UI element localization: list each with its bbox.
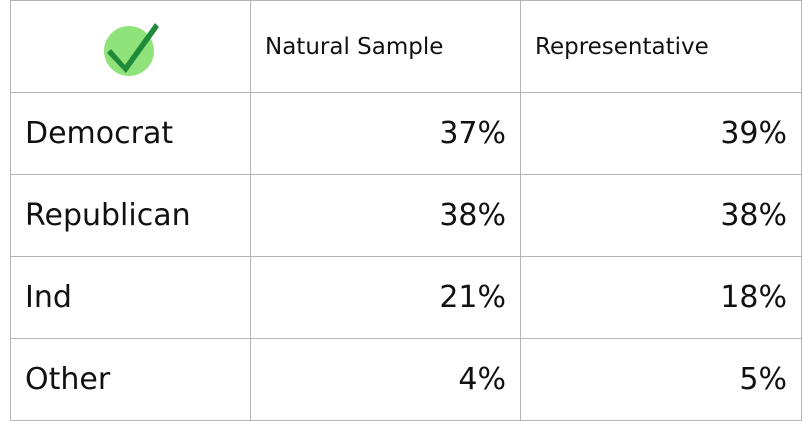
value-cell: 4% bbox=[250, 338, 521, 421]
comparison-table: Natural Sample Representative Democrat 37… bbox=[10, 0, 802, 421]
value-cell: 37% bbox=[250, 92, 521, 175]
header-cell: Representative bbox=[520, 0, 802, 93]
data-row: Republican 38% 38% bbox=[10, 174, 802, 257]
check-icon bbox=[103, 22, 159, 76]
row-label: Democrat bbox=[10, 92, 251, 175]
value-cell: 21% bbox=[250, 256, 521, 339]
value-cell: 39% bbox=[520, 92, 802, 175]
header-icon-cell bbox=[10, 0, 251, 93]
value-cell: 38% bbox=[250, 174, 521, 257]
value-cell: 5% bbox=[520, 338, 802, 421]
data-row: Democrat 37% 39% bbox=[10, 92, 802, 175]
data-row: Other 4% 5% bbox=[10, 338, 802, 421]
value-cell: 38% bbox=[520, 174, 802, 257]
row-label: Republican bbox=[10, 174, 251, 257]
header-cell: Natural Sample bbox=[250, 0, 521, 93]
row-label: Ind bbox=[10, 256, 251, 339]
value-cell: 18% bbox=[520, 256, 802, 339]
data-row: Ind 21% 18% bbox=[10, 256, 802, 339]
header-row: Natural Sample Representative bbox=[10, 0, 802, 93]
row-label: Other bbox=[10, 338, 251, 421]
